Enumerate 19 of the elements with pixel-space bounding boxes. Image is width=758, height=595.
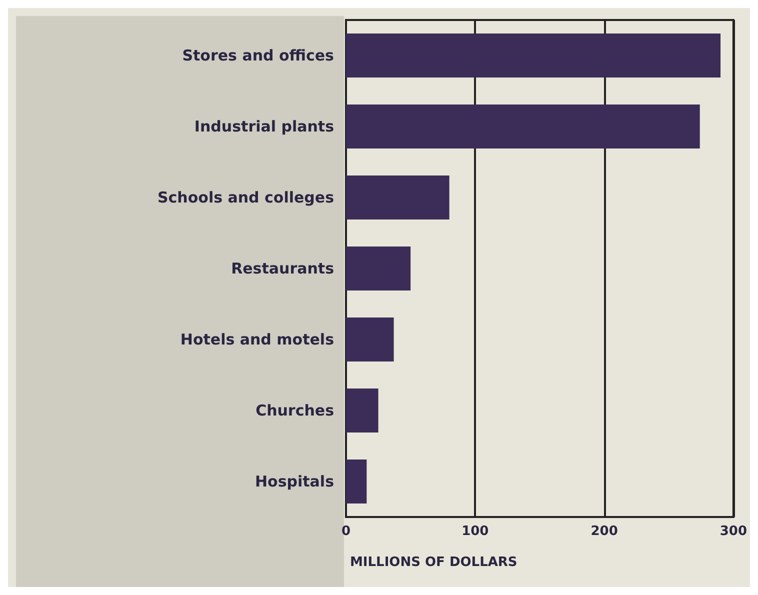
bar [346,175,450,220]
bar [346,246,411,291]
y-tick-label: Industrial plants [194,118,334,136]
y-tick-label: Hospitals [254,472,334,490]
x-tick-label: 200 [590,524,618,539]
x-tick-label: 0 [341,524,351,539]
y-tick-label: Restaurants [231,260,334,278]
bar [346,104,700,149]
bar [346,388,378,433]
x-tick-label: 100 [462,524,489,539]
y-tick-label: Schools and colleges [157,188,334,206]
y-tick-label: Churches [256,402,334,420]
x-axis-title: MILLIONS OF DOLLARS [350,555,518,570]
bar [346,33,721,78]
x-tick-label: 300 [720,524,747,539]
y-tick-label: Stores and offices [182,46,334,64]
bar [346,317,394,362]
bar [346,459,367,504]
y-tick-label: Hotels and motels [180,330,334,348]
